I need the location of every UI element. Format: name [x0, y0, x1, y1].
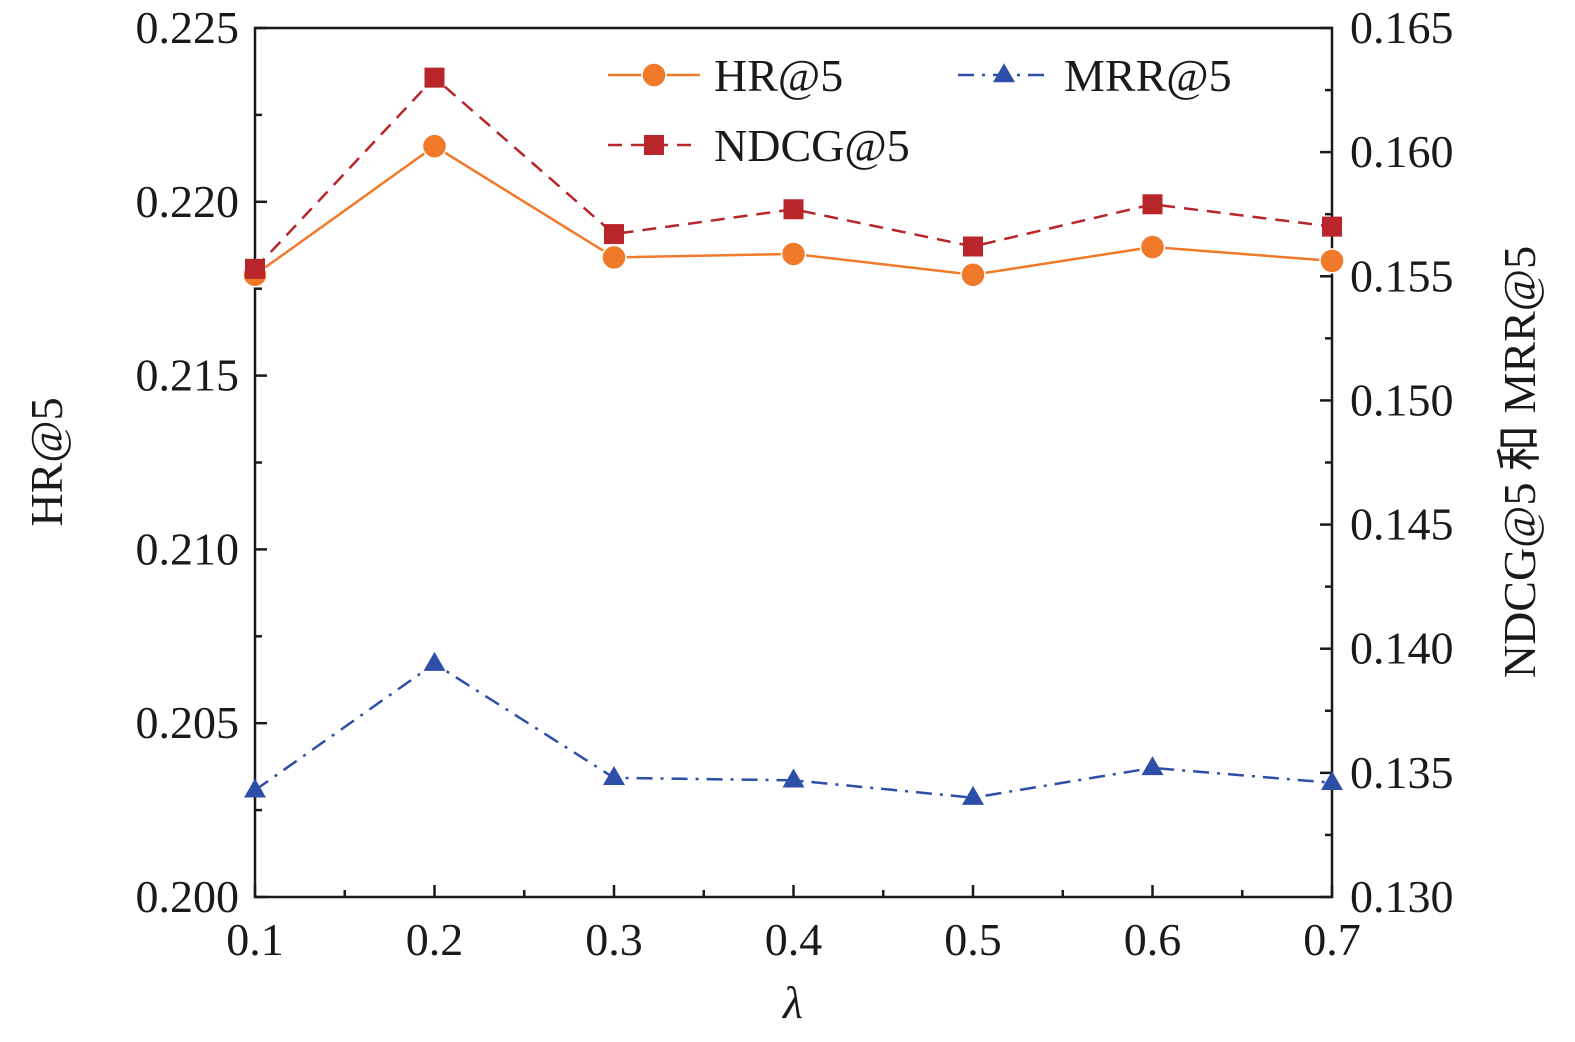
mrr-5-point	[244, 778, 266, 798]
y-right-tick-label: 0.165	[1350, 2, 1454, 53]
legend-hr-5-marker	[641, 62, 667, 88]
y-left-tick-label: 0.215	[136, 350, 240, 401]
legend-hr-5-label: HR@5	[714, 50, 843, 101]
x-tick-label: 0.4	[765, 914, 823, 965]
y-left-tick-label: 0.225	[136, 2, 240, 53]
ndcg-5-point	[1142, 194, 1163, 215]
hr-5-point	[1319, 248, 1345, 274]
y-left-tick-label: 0.210	[136, 523, 240, 574]
ndcg-5-point	[424, 67, 445, 88]
legend-ndcg-5-label: NDCG@5	[714, 120, 910, 171]
x-axis-title: λ	[781, 977, 803, 1028]
y-right-tick-label: 0.130	[1350, 871, 1454, 922]
y-right-tick-label: 0.140	[1350, 623, 1454, 674]
hr-5-point	[601, 244, 627, 271]
x-tick-label: 0.6	[1124, 914, 1182, 965]
x-tick-label: 0.2	[406, 914, 464, 965]
ndcg-5-point	[963, 236, 983, 257]
y-axis-right-title: NDCG@5 和 MRR@5	[1494, 246, 1545, 678]
y-axis-left-title: HR@5	[21, 397, 72, 526]
y-right-tick-label: 0.150	[1350, 374, 1454, 425]
series-markers	[242, 67, 1345, 805]
mrr-5-point	[962, 785, 984, 805]
mrr-5-point	[782, 768, 805, 788]
y-right-tick-label: 0.145	[1350, 499, 1454, 550]
y-left-tick-label: 0.200	[136, 871, 240, 922]
x-tick-label: 0.1	[226, 914, 284, 965]
y-right-tick-label: 0.135	[1350, 747, 1454, 798]
ndcg-5-point	[245, 258, 265, 279]
legend-mrr-5-marker	[993, 63, 1015, 83]
y-left-tick-label: 0.220	[136, 176, 240, 227]
y-right-tick-label: 0.160	[1350, 126, 1454, 177]
mrr-5-point	[603, 766, 625, 786]
ndcg-5-line	[254, 75, 1333, 270]
hr-5-point	[780, 241, 807, 267]
y-left-tick-label: 0.205	[136, 697, 240, 748]
x-tick-label: 0.5	[944, 914, 1002, 965]
hr-5-point	[1139, 234, 1166, 260]
mrr-5-point	[1321, 771, 1343, 791]
x-tick-label: 0.3	[585, 914, 643, 965]
mrr-5-point	[1141, 756, 1164, 776]
legend-mrr-5-label: MRR@5	[1064, 50, 1232, 101]
y-right-tick-label: 0.155	[1350, 250, 1454, 301]
ndcg-5-point	[604, 224, 624, 245]
legend-ndcg-5-marker	[644, 135, 664, 155]
legend: HR@5 NDCG@5 MRR@5	[608, 50, 1232, 171]
hr-5-point	[421, 133, 448, 159]
hr-5-point	[960, 262, 986, 288]
plot-frame: 0.1 0.2 0.3 0.4 0.5 0.6 0.7 0.200 0.205 0.210 0.21…	[136, 2, 1454, 965]
x-tick-label: 0.7	[1303, 914, 1361, 965]
ndcg-5-point	[783, 199, 804, 220]
ndcg-5-point	[1322, 216, 1342, 237]
mrr-5-point	[423, 651, 446, 671]
series-lines	[254, 75, 1333, 799]
